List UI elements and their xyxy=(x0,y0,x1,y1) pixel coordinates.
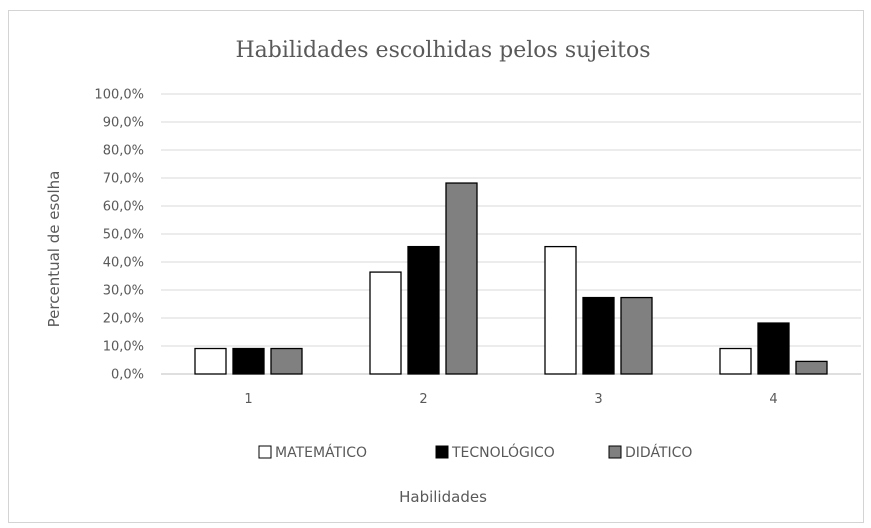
bar-3-cat-1 xyxy=(270,347,303,375)
y-tick-label: 80,0% xyxy=(103,144,144,159)
legend-swatch xyxy=(258,445,272,459)
gridlines xyxy=(161,93,861,375)
bar-1-cat-2 xyxy=(369,271,402,375)
bar-2-cat-4 xyxy=(757,322,790,375)
y-tick-label: 70,0% xyxy=(103,172,144,187)
y-tick-label: 60,0% xyxy=(103,200,144,215)
bar-1-cat-3 xyxy=(544,245,577,375)
bar-2-cat-2 xyxy=(407,245,440,375)
y-tick-label: 90,0% xyxy=(103,116,144,131)
bar-3-cat-2 xyxy=(445,182,478,375)
x-axis-ticks: 1 2 3 4 xyxy=(244,392,777,407)
bars xyxy=(194,182,828,375)
legend: MATEMÁTICO TECNOLÓGICO DIDÁTICO xyxy=(258,443,692,461)
y-tick-label: 10,0% xyxy=(103,340,144,355)
y-axis-ticks: 0,0% 10,0% 20,0% 30,0% 40,0% 50,0% 60,0% 70,0% 8… xyxy=(94,88,144,383)
bar-1-cat-4 xyxy=(719,347,752,375)
y-tick-label: 40,0% xyxy=(103,256,144,271)
legend-label: MATEMÁTICO xyxy=(275,444,367,461)
y-tick-label: 20,0% xyxy=(103,312,144,327)
x-tick-label: 3 xyxy=(594,392,602,407)
bar-3-cat-4 xyxy=(795,360,828,375)
y-axis-title: Percentual de esolha xyxy=(45,171,63,328)
bar-chart: Habilidades escolhidas pelos sujeitos 0,… xyxy=(45,38,861,506)
bar-2-cat-1 xyxy=(232,347,265,375)
y-tick-label: 50,0% xyxy=(103,228,144,243)
legend-swatch xyxy=(608,445,622,459)
x-tick-label: 1 xyxy=(244,392,252,407)
legend-label: DIDÁTICO xyxy=(625,444,692,461)
chart-container: Habilidades escolhidas pelos sujeitos 0,… xyxy=(8,10,864,523)
y-tick-label: 100,0% xyxy=(94,88,144,103)
x-tick-label: 4 xyxy=(769,392,777,407)
y-tick-label: 30,0% xyxy=(103,284,144,299)
bar-1-cat-1 xyxy=(194,347,227,375)
legend-swatch xyxy=(435,445,449,459)
legend-label: TECNOLÓGICO xyxy=(451,443,555,461)
chart-title: Habilidades escolhidas pelos sujeitos xyxy=(235,38,650,63)
bar-2-cat-3 xyxy=(582,296,615,375)
y-tick-label: 0,0% xyxy=(111,368,144,383)
x-axis-title: Habilidades xyxy=(399,488,487,506)
x-tick-label: 2 xyxy=(419,392,427,407)
bar-3-cat-3 xyxy=(620,296,653,375)
